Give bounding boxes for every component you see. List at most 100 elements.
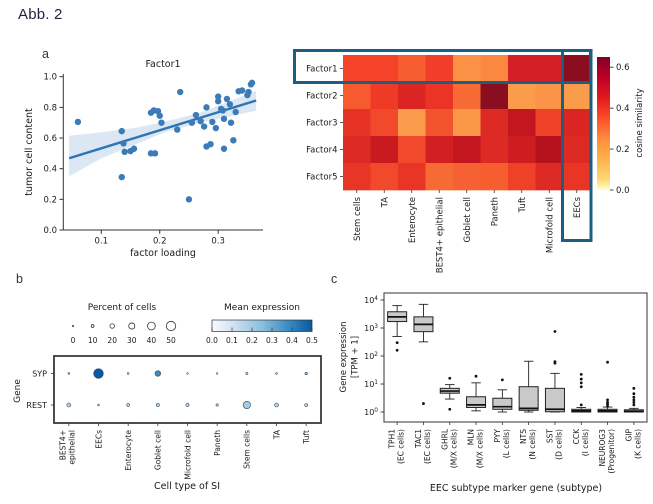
dot-syp-8 xyxy=(304,371,308,376)
y-tick-label: 101 xyxy=(364,380,378,389)
scatter-point xyxy=(214,98,222,105)
box-category-subtype: (M/X cells) xyxy=(476,429,485,468)
dotplot-y-label: Gene xyxy=(13,379,23,403)
heatmap-cell-1-5 xyxy=(480,82,509,110)
heatmap-cell-0-5 xyxy=(480,55,509,83)
cell-type-label: epithelial xyxy=(67,430,76,465)
dot-rest-5 xyxy=(215,403,219,407)
heatmap-cell-0-1 xyxy=(370,55,399,83)
heatmap-cell-3-5 xyxy=(480,136,509,164)
dot-rest-7 xyxy=(274,402,279,408)
box-nts xyxy=(518,386,539,411)
box-category-gene: TPH1 xyxy=(388,429,397,450)
dotplot-x-label: Cell type of SI xyxy=(154,481,220,492)
cell-type-label: TA xyxy=(272,429,281,440)
cell-type-label: Paneth xyxy=(213,430,222,456)
dot-syp-7 xyxy=(275,372,278,375)
heatmap-cell-1-8 xyxy=(563,82,591,110)
heatmap-cell-3-3 xyxy=(425,136,454,164)
colorbar-tick-label: 0.2 xyxy=(616,145,630,155)
heatmap-cell-4-6 xyxy=(508,163,536,191)
panel-a-scatter-plot: 0.0 0.2 0.4 0.6 0.8 1.0 0.1 0.2 0.3 Factor1 factor… xyxy=(24,59,263,259)
heatmap-cell-3-6 xyxy=(508,136,536,164)
y-tick-label: 0.2 xyxy=(43,195,57,205)
y-tick-label: 103 xyxy=(364,324,378,333)
panel-label-a: a xyxy=(42,47,49,61)
color-legend-tick: 0.0 xyxy=(206,336,218,345)
outlier-point xyxy=(395,341,399,345)
dotplot-frame xyxy=(53,355,322,424)
size-legend-circle xyxy=(147,321,156,331)
cell-type-label: Goblet cell xyxy=(154,430,163,470)
box-category-gene: GIP xyxy=(624,429,633,442)
heatmap-col-label: TA xyxy=(380,197,390,209)
heatmap-cell-2-2 xyxy=(398,109,426,137)
colorbar-tick-label: 0.6 xyxy=(616,63,630,73)
outlier-point xyxy=(579,377,583,381)
box-category-subtype: (I cells) xyxy=(581,429,590,456)
heatmap-cell-0-0 xyxy=(343,55,371,83)
dot-rest-2 xyxy=(126,403,130,407)
box-category-subtype: (D cells) xyxy=(554,429,563,460)
heatmap-row-label: Factor4 xyxy=(306,146,337,156)
heatmap-cell-1-3 xyxy=(425,82,454,110)
dot-syp-1 xyxy=(93,368,104,379)
x-tick-label: 0.2 xyxy=(153,237,167,247)
regression-line xyxy=(68,99,257,160)
scatter-point xyxy=(226,101,234,108)
outlier-point xyxy=(606,404,609,408)
heatmap-cell-2-4 xyxy=(453,109,481,137)
box-category-subtype: (EC cells) xyxy=(397,429,406,464)
y-tick-label: 0.4 xyxy=(43,165,57,175)
scatter-point xyxy=(120,140,127,147)
gene-row-label: SYP xyxy=(32,369,47,378)
cell-type-label: Tuft xyxy=(302,430,311,445)
heatmap-cell-0-8 xyxy=(563,55,591,83)
outlier-point xyxy=(632,392,636,396)
box-category-subtype: (K cells) xyxy=(633,429,642,459)
box-category-gene: NEUROG3 xyxy=(598,429,607,467)
scatter-title: Factor1 xyxy=(145,59,180,70)
heatmap-cell-3-1 xyxy=(370,136,399,164)
panel-label-b: b xyxy=(16,272,23,286)
heatmap-col-label: Enterocyte xyxy=(408,197,418,243)
heatmap-cell-0-6 xyxy=(508,55,536,83)
heatmap-cell-4-3 xyxy=(425,163,454,191)
y-tick-label: 0.8 xyxy=(43,103,57,113)
outlier-point xyxy=(474,374,478,378)
size-legend-value: 10 xyxy=(88,336,98,345)
size-legend-title: Percent of cells xyxy=(88,303,157,313)
y-tick-label: 100 xyxy=(364,408,378,417)
box-category-subtype: (M/X cells) xyxy=(449,429,458,468)
heatmap-col-label: Paneth xyxy=(490,197,500,226)
colorbar-label: cosine similarity xyxy=(635,88,645,157)
x-tick-label: 0.1 xyxy=(95,237,109,247)
heatmap-cell-1-1 xyxy=(370,82,399,110)
outlier-point xyxy=(448,376,452,380)
scatter-point xyxy=(232,108,239,116)
heatmap-cell-0-3 xyxy=(425,55,454,83)
cell-type-label: Enterocyte xyxy=(124,430,133,471)
scatter-point xyxy=(230,137,237,144)
scatter-point xyxy=(212,124,220,132)
scatter-point xyxy=(156,112,163,119)
heatmap-cell-4-1 xyxy=(370,163,399,191)
box-category-subtype: (L cells) xyxy=(502,429,511,458)
scatter-point xyxy=(192,111,200,119)
heatmap-cell-2-5 xyxy=(480,109,509,137)
y-tick-label: 102 xyxy=(364,352,378,361)
heatmap-cell-1-6 xyxy=(508,82,536,110)
scatter-point xyxy=(130,145,138,152)
scatter-point xyxy=(121,148,128,156)
heatmap-col-label: Stem cells xyxy=(353,196,363,241)
heatmap-cell-3-0 xyxy=(343,136,371,164)
outlier-point xyxy=(632,386,636,390)
cell-type-label: Stem cells xyxy=(243,430,252,469)
heatmap-cell-2-8 xyxy=(563,109,591,137)
y-tick-label: 0.6 xyxy=(43,134,57,144)
heatmap-row-label: Factor3 xyxy=(306,119,337,129)
scatter-point xyxy=(227,119,235,126)
y-tick-label: 1.0 xyxy=(43,73,57,83)
